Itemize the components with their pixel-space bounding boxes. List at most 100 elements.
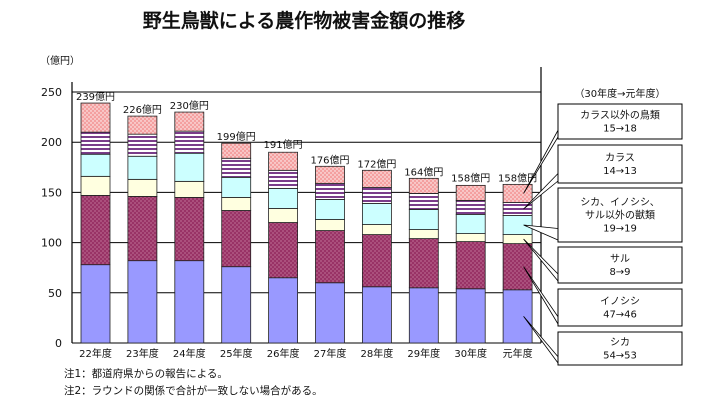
legend-box <box>557 331 683 366</box>
bar-segment-3 <box>502 234 533 245</box>
total-label: 164億円 <box>404 165 443 178</box>
bar-segment-3 <box>221 197 252 211</box>
bar-segment-5 <box>315 182 345 200</box>
legend-box <box>557 288 683 327</box>
bar-segment-2 <box>408 238 439 289</box>
bar-segment-2 <box>315 230 345 284</box>
bar-segment-4 <box>502 215 533 235</box>
legend-label: イノシシ <box>600 297 640 308</box>
y-tick-label: 0 <box>55 337 62 350</box>
bar-segment-2 <box>174 197 205 262</box>
total-label: 230億円 <box>170 99 209 112</box>
bar-segment-4 <box>174 152 205 182</box>
bar-segment-3 <box>408 229 439 239</box>
legend-change: 8→9 <box>609 267 630 278</box>
bar-segment-1 <box>221 266 252 344</box>
bar-segment-4 <box>268 187 299 209</box>
bar-segment-1 <box>315 282 345 344</box>
note-1: 注1：都道府県からの報告による。 <box>64 368 228 380</box>
bar-segment-5 <box>174 130 205 154</box>
bar-segment-6 <box>268 151 299 171</box>
bar-segment-2 <box>80 195 111 266</box>
legend-label: シカ <box>610 337 630 349</box>
y-tick-label: 100 <box>41 237 62 250</box>
x-tick-label: 29年度 <box>407 347 440 360</box>
chart-title: 野生鳥獣による農作物被害金額の推移 <box>143 9 465 32</box>
bar-segment-1 <box>174 260 205 344</box>
bar-segment-6 <box>221 142 252 159</box>
bar-segment-2 <box>127 196 158 262</box>
bar-segment-6 <box>502 183 533 203</box>
legend-callout <box>523 316 559 364</box>
bar-segment-3 <box>361 224 392 235</box>
bar-segment-4 <box>455 214 486 234</box>
legend-box <box>557 187 683 243</box>
legend-header: （30年度→元年度） <box>574 87 665 100</box>
y-tick-label: 150 <box>41 186 62 199</box>
bar-segment-3 <box>80 175 111 196</box>
legend-label: カラス <box>605 152 635 164</box>
x-tick-label: 25年度 <box>220 347 253 360</box>
total-label: 239億円 <box>76 90 115 103</box>
bar-segment-6 <box>408 177 439 194</box>
legend-change: 14→13 <box>603 166 637 177</box>
legend-change: 19→19 <box>603 224 637 235</box>
y-tick-label: 250 <box>41 86 62 99</box>
bar-segment-1 <box>268 277 299 344</box>
y-tick-label: 50 <box>48 287 62 300</box>
bar-segment-1 <box>80 264 111 344</box>
bar-segment-6 <box>361 169 392 188</box>
bar-segment-1 <box>502 289 533 344</box>
bar-segment-4 <box>127 155 158 180</box>
legend-change: 15→18 <box>603 124 637 135</box>
x-tick-label: 27年度 <box>314 347 347 360</box>
bar-segment-1 <box>127 260 158 344</box>
bar-segment-3 <box>315 219 345 231</box>
bar-segment-1 <box>361 286 392 344</box>
bar-segment-4 <box>315 199 345 220</box>
bar-segment-3 <box>268 208 299 223</box>
legend-box <box>557 144 683 184</box>
x-tick-label: 元年度 <box>503 347 533 360</box>
legend-callout <box>523 130 559 194</box>
y-axis-label: （億円） <box>40 54 80 67</box>
legend-callout <box>523 224 559 241</box>
bar-segment-2 <box>502 243 533 291</box>
legend-callout <box>523 266 559 325</box>
bar-segment-5 <box>455 200 486 215</box>
y-tick-label: 200 <box>41 136 62 149</box>
bar-segment-5 <box>361 186 392 204</box>
total-label: 199億円 <box>217 130 256 143</box>
legend-label: サル <box>610 253 630 265</box>
bar-segment-3 <box>174 180 205 198</box>
bar-segment-6 <box>455 184 486 201</box>
bar-segment-2 <box>361 234 392 288</box>
bar-segment-6 <box>174 111 205 132</box>
note-2: 注2：ラウンドの関係で合計が一致しない場合がある。 <box>64 385 323 397</box>
x-tick-label: 23年度 <box>126 347 159 360</box>
bar-segment-2 <box>221 210 252 268</box>
legend-box <box>557 103 683 140</box>
total-label: 226億円 <box>123 103 162 116</box>
bar-segment-5 <box>221 157 252 178</box>
bar-segment-2 <box>268 222 299 279</box>
bar-segment-6 <box>127 115 158 135</box>
bar-segment-3 <box>455 233 486 242</box>
x-tick-label: 22年度 <box>79 347 112 360</box>
bar-segment-5 <box>127 133 158 157</box>
total-label: 172億円 <box>357 157 396 170</box>
bar-segment-4 <box>408 209 439 230</box>
legend-box <box>557 246 683 284</box>
total-label: 191億円 <box>264 138 303 151</box>
bar-segment-5 <box>268 169 299 189</box>
bar-segment-6 <box>315 165 345 184</box>
x-tick-label: 28年度 <box>361 347 394 360</box>
legend-change: 54→53 <box>603 351 637 362</box>
x-tick-label: 26年度 <box>267 347 300 360</box>
bar-segment-1 <box>408 287 439 344</box>
bar-segment-5 <box>408 193 439 210</box>
total-label: 176億円 <box>310 153 349 166</box>
legend-change: 47→46 <box>603 310 637 321</box>
bar-segment-5 <box>80 131 111 155</box>
x-tick-label: 30年度 <box>454 347 487 360</box>
